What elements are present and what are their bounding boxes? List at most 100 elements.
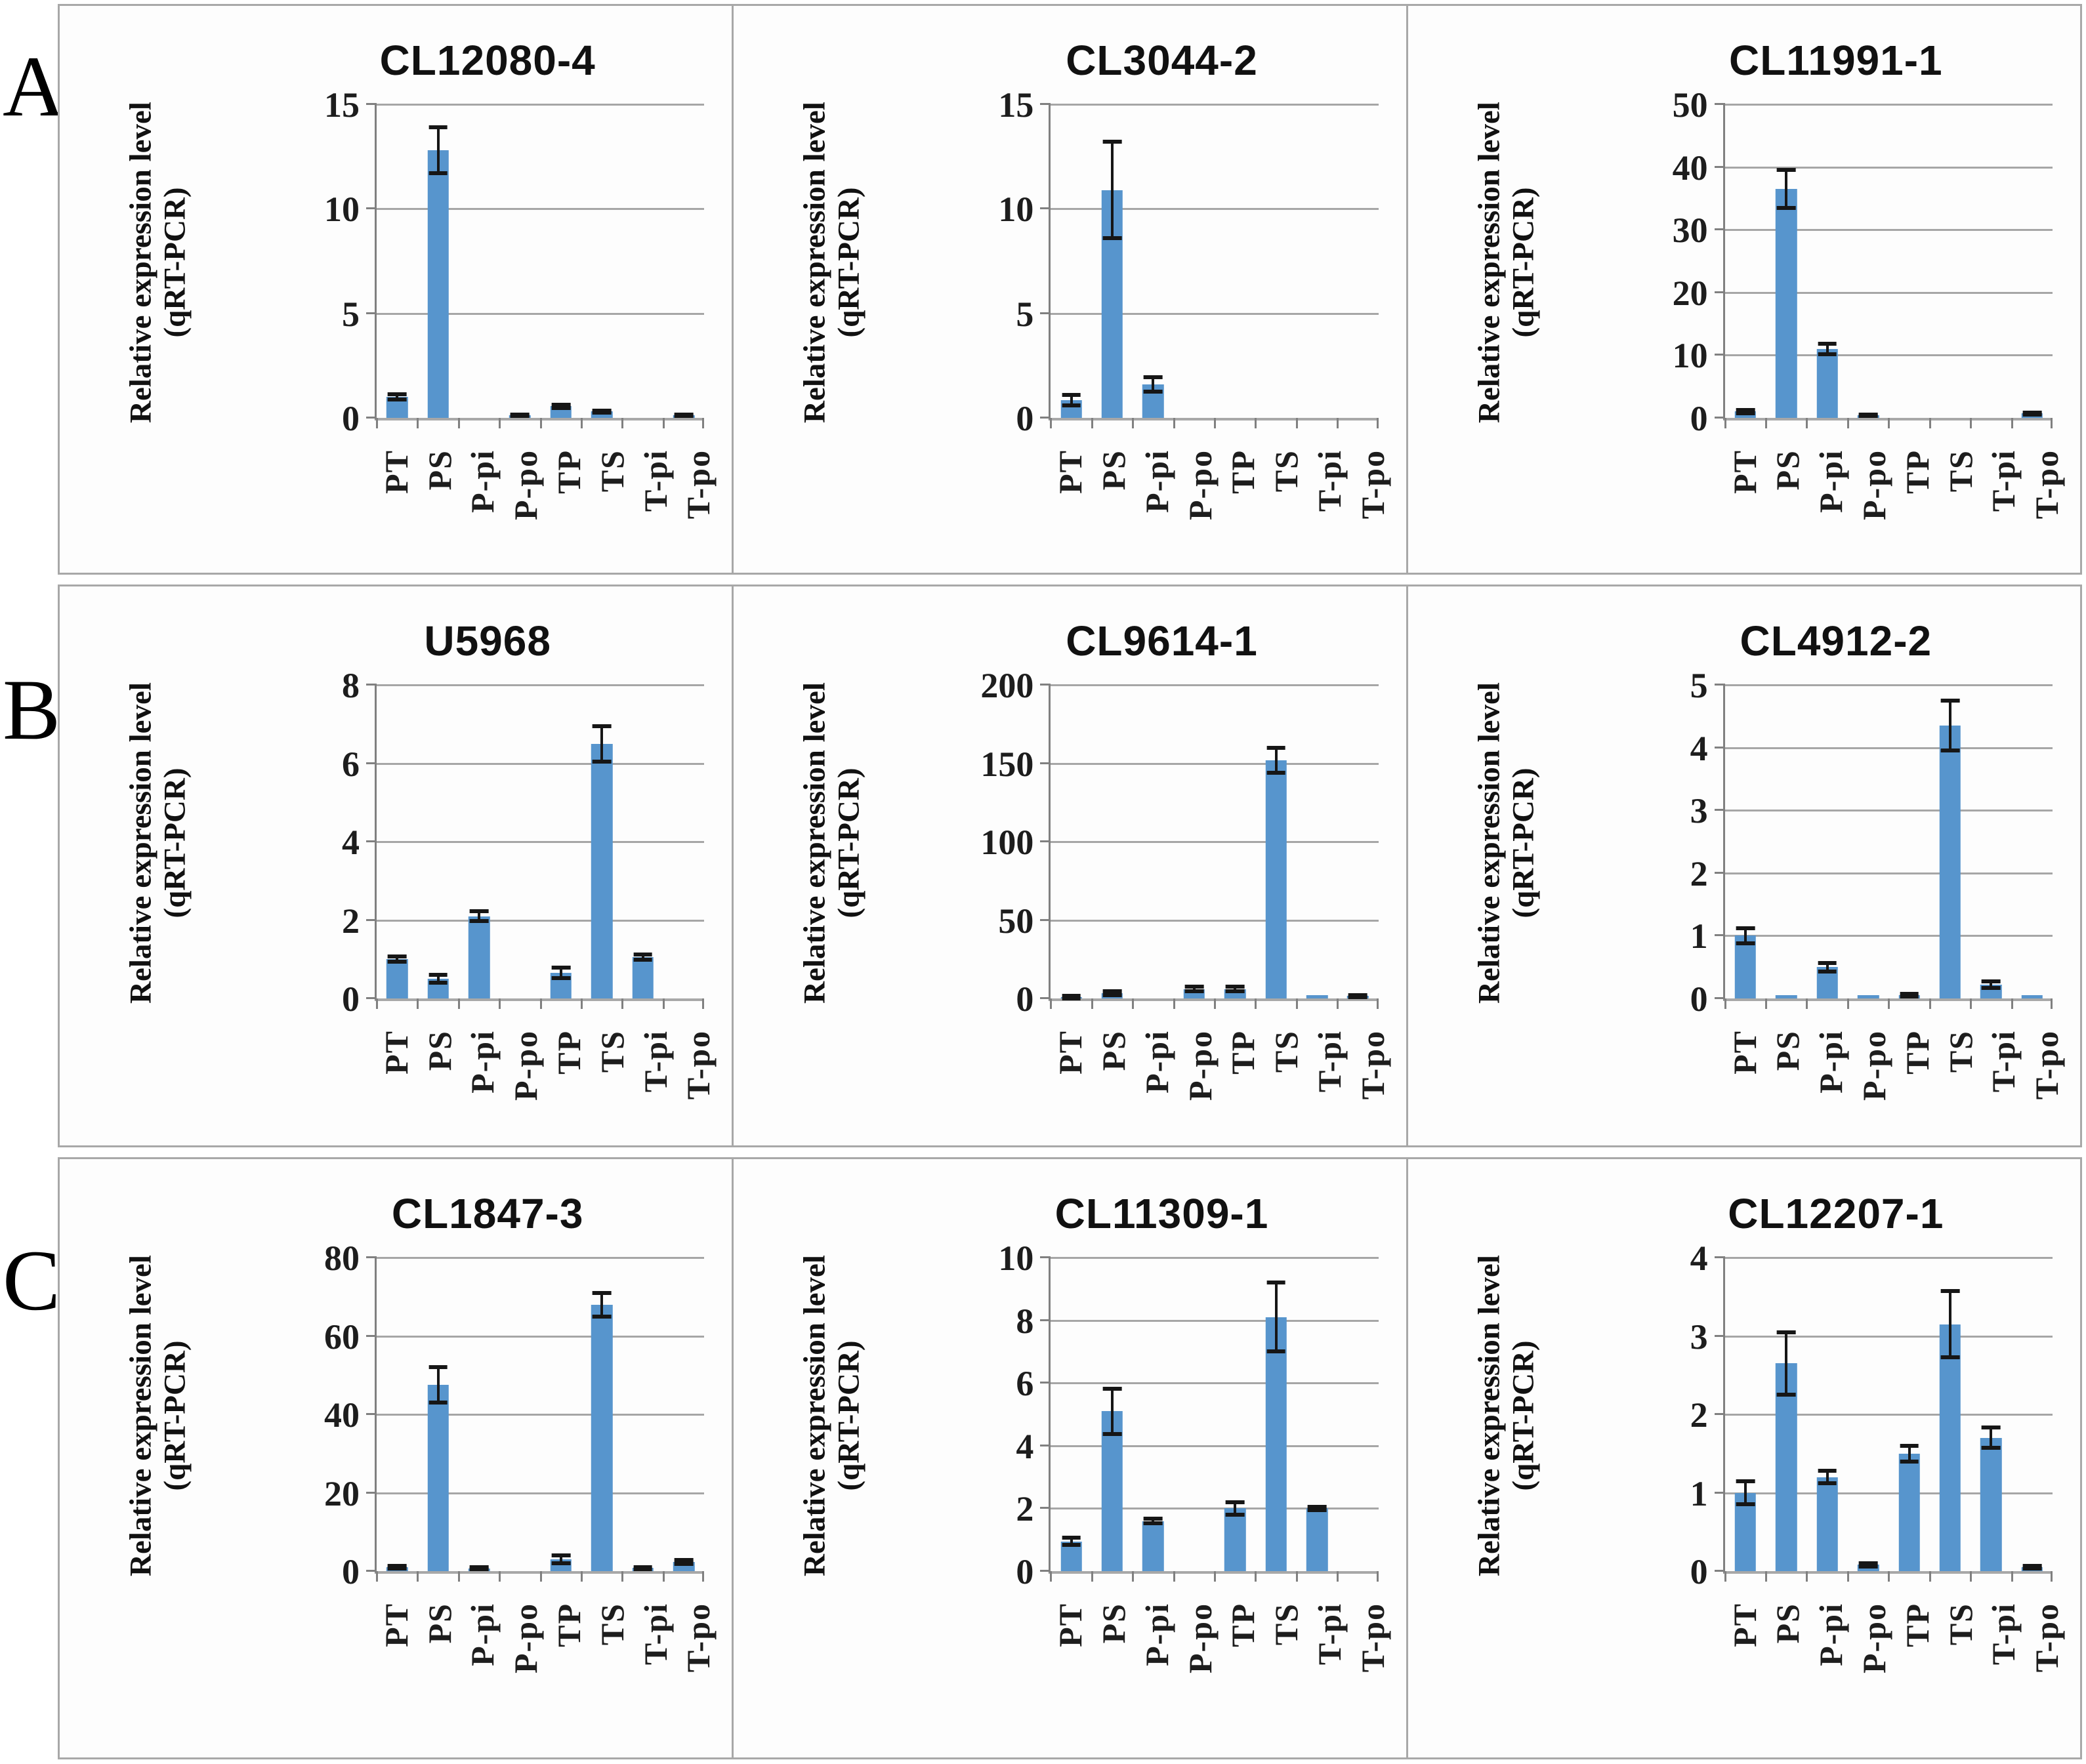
error-bar-cap-bottom xyxy=(428,1401,448,1405)
error-bar-cap-bottom xyxy=(1266,770,1285,775)
x-tick-label: TS xyxy=(593,449,631,493)
x-tick-label: P-pi xyxy=(1812,449,1850,513)
error-bar-cap-bottom xyxy=(1062,996,1081,1000)
y-tick-mark xyxy=(1714,228,1725,231)
x-tick-label: P-pi xyxy=(1138,1030,1175,1094)
error-bar-cap-bottom xyxy=(1307,1508,1327,1513)
y-tick-label: 0 xyxy=(342,979,360,1019)
category-slot xyxy=(1174,104,1215,418)
chart-cell: CL1847-3 Relative expression level (qRT-PC… xyxy=(60,1159,734,1757)
category-slot xyxy=(623,685,663,998)
error-bar-cap-top xyxy=(1940,1289,1960,1294)
x-tick-mark xyxy=(376,998,378,1009)
error-bar-cap-bottom xyxy=(1858,1564,1878,1569)
bar xyxy=(1776,189,1797,418)
y-tick-label: 2 xyxy=(1016,1489,1034,1529)
x-tick-mark xyxy=(2050,1571,2053,1582)
x-tick-label: PT xyxy=(377,449,415,494)
error-bar-cap-bottom xyxy=(511,414,530,419)
gridline xyxy=(1724,1492,2053,1494)
category-slot xyxy=(499,104,540,419)
bar xyxy=(1816,1477,1838,1571)
error-bar-cap-bottom xyxy=(1818,1481,1837,1486)
x-label-slot: T-po xyxy=(677,1603,720,1744)
x-tick-mark xyxy=(1050,998,1053,1009)
x-tick-label: TS xyxy=(1268,1030,1305,1073)
category-slot xyxy=(459,104,499,418)
y-tick-mark xyxy=(1714,746,1725,749)
y-tick-mark xyxy=(366,1491,377,1494)
y-tick-mark xyxy=(366,997,377,999)
error-bar-line xyxy=(1234,987,1237,992)
bar xyxy=(427,1385,449,1571)
x-label-slot: T-po xyxy=(1351,1603,1394,1744)
category-slot xyxy=(663,1258,704,1571)
error-bar-line xyxy=(1825,344,1829,354)
x-tick-label: TP xyxy=(1898,1603,1936,1647)
x-label-slot: TS xyxy=(1264,449,1308,590)
category-slot xyxy=(377,104,417,418)
bar xyxy=(386,959,408,998)
bar xyxy=(1101,1411,1123,1571)
gridline xyxy=(377,684,705,686)
error-bar-cap-bottom xyxy=(1940,1355,1960,1359)
bar xyxy=(1939,726,1961,998)
category-slot xyxy=(1807,685,1848,998)
category-slot xyxy=(1725,1258,1766,1571)
y-axis-label-line1: Relative expression level xyxy=(797,682,832,1004)
panel-letter: C xyxy=(3,1232,61,1328)
y-axis-label: Relative expression level (qRT-PCR) xyxy=(123,646,192,1040)
x-tick-label: PT xyxy=(1052,449,1089,494)
y-tick-label: 0 xyxy=(1016,979,1034,1019)
error-bar-cap-bottom xyxy=(1736,941,1755,945)
bar xyxy=(1265,760,1287,998)
x-labels: PT PS P-pi P-po TP TS T-pi T-po xyxy=(375,449,720,590)
x-tick-label: TP xyxy=(1898,1030,1936,1075)
x-tick-mark xyxy=(702,418,705,428)
x-tick-label: P-po xyxy=(507,1603,545,1673)
bar xyxy=(1142,1521,1164,1571)
y-axis-label: Relative expression level (qRT-PCR) xyxy=(797,646,866,1040)
x-tick-label: P-pi xyxy=(1812,1030,1850,1094)
y-tick-mark xyxy=(1040,1507,1051,1509)
error-bar-cap-top xyxy=(1940,698,1960,703)
gridline xyxy=(377,208,705,211)
category-slot xyxy=(2012,1258,2053,1571)
gridline xyxy=(1051,208,1379,211)
bar xyxy=(1306,1508,1328,1571)
x-label-slot: TS xyxy=(1939,449,1982,590)
plot-area: 0 5 10 15 xyxy=(324,87,705,436)
error-bar-cap-bottom xyxy=(551,406,571,411)
y-tick-label: 2 xyxy=(1690,1395,1708,1435)
x-label-slot: TS xyxy=(1939,1603,1982,1744)
x-label-slot: P-pi xyxy=(1809,1030,1852,1171)
category-slot xyxy=(1888,1258,1929,1571)
y-tick-label: 0 xyxy=(1690,979,1708,1019)
error-bar-cap-bottom xyxy=(1736,1502,1755,1507)
y-tick-mark xyxy=(1040,103,1051,105)
x-tick-label: T-po xyxy=(2028,1030,2066,1100)
plot-area: 0 2 4 6 8 10 xyxy=(998,1241,1379,1590)
bar xyxy=(1265,1317,1287,1571)
error-bar-cap-bottom xyxy=(1736,411,1755,415)
category-slot xyxy=(541,1258,581,1571)
x-tick-label: P-po xyxy=(1181,1603,1219,1673)
x-label-slot: T-pi xyxy=(1308,449,1351,590)
y-tick-mark xyxy=(366,103,377,105)
chart-cell: CL11991-1 Relative expression level (qRT-P… xyxy=(1408,6,2080,573)
bar xyxy=(427,150,449,418)
y-axis-label: Relative expression level (qRT-PCR) xyxy=(1472,646,1540,1040)
category-slot xyxy=(1766,685,1806,998)
bar xyxy=(591,411,613,418)
x-label-slot: P-pi xyxy=(461,449,505,590)
x-label-slot: PS xyxy=(1766,1603,1809,1744)
x-tick-label: TS xyxy=(1268,1603,1305,1646)
chart-title: CL3044-2 xyxy=(1066,37,1258,84)
bars-container xyxy=(377,104,704,419)
x-label-slot: TS xyxy=(591,449,634,590)
x-tick-mark xyxy=(1376,418,1379,428)
x-label-slot: P-po xyxy=(1852,1030,1896,1171)
x-label-slot: TS xyxy=(1939,1030,1982,1171)
y-tick-mark xyxy=(1040,918,1051,921)
plot-area: 0 1 2 3 4 5 xyxy=(1690,668,2053,1017)
